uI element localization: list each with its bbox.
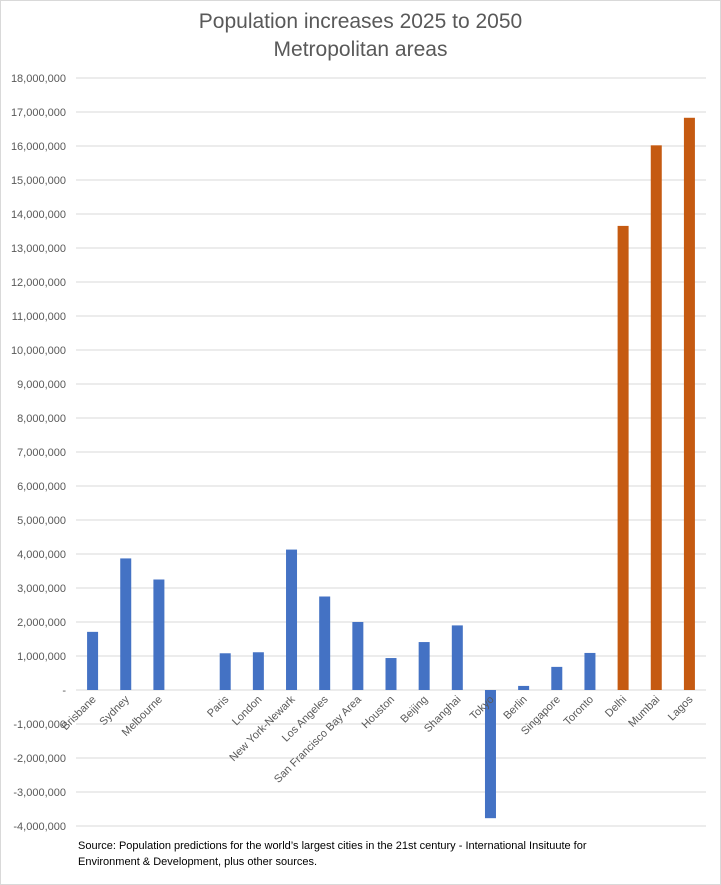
x-tick-label: Delhi bbox=[603, 694, 629, 720]
y-tick-label: 13,000,000 bbox=[11, 243, 66, 255]
bar-paris bbox=[219, 653, 231, 690]
bar-houston bbox=[385, 658, 397, 690]
bar-berlin bbox=[518, 685, 530, 690]
bar-brisbane bbox=[87, 631, 99, 690]
y-tick-label: -1,000,000 bbox=[13, 719, 66, 731]
bar-new-york-newark bbox=[286, 549, 298, 690]
x-tick-label: Brisbane bbox=[60, 694, 99, 733]
y-tick-label: 15,000,000 bbox=[11, 175, 66, 187]
y-tick-label: -3,000,000 bbox=[13, 787, 66, 799]
y-tick-label: -2,000,000 bbox=[13, 753, 66, 765]
y-tick-label: 2,000,000 bbox=[17, 617, 66, 629]
bar-melbourne bbox=[153, 579, 165, 690]
x-tick-label: Beijing bbox=[398, 694, 430, 726]
y-tick-label: 8,000,000 bbox=[17, 413, 66, 425]
x-tick-label: Shanghai bbox=[422, 694, 463, 735]
bar-toronto bbox=[584, 652, 596, 690]
y-tick-label: 1,000,000 bbox=[17, 651, 66, 663]
bar-los-angeles bbox=[319, 596, 331, 690]
bar-lagos bbox=[683, 117, 695, 690]
y-tick-label: 3,000,000 bbox=[17, 583, 66, 595]
y-tick-label: 14,000,000 bbox=[11, 209, 66, 221]
y-tick-label: 11,000,000 bbox=[12, 311, 66, 323]
y-tick-label: 7,000,000 bbox=[17, 447, 66, 459]
y-tick-label: 5,000,000 bbox=[17, 515, 66, 527]
x-tick-label: Berlin bbox=[501, 694, 529, 722]
y-tick-label: - bbox=[62, 685, 66, 697]
bar-shanghai bbox=[451, 625, 463, 690]
chart-title: Population increases 2025 to 2050 Metrop… bbox=[0, 8, 721, 64]
y-tick-label: 18,000,000 bbox=[11, 73, 66, 85]
bar-tokyo bbox=[484, 690, 496, 819]
x-tick-label: Paris bbox=[205, 693, 232, 720]
bar-delhi bbox=[617, 225, 629, 690]
x-tick-label: Houston bbox=[360, 694, 397, 731]
bar-london bbox=[252, 652, 264, 690]
y-tick-label: 12,000,000 bbox=[11, 277, 66, 289]
bar-singapore bbox=[551, 666, 563, 690]
y-tick-label: 6,000,000 bbox=[17, 481, 66, 493]
bar-sydney bbox=[120, 558, 132, 690]
bar-san-francisco-bay-area bbox=[352, 622, 364, 690]
y-tick-label: -4,000,000 bbox=[13, 821, 66, 833]
subtitle-line: Metropolitan areas bbox=[273, 38, 448, 61]
y-tick-label: 10,000,000 bbox=[11, 345, 66, 357]
bar-mumbai bbox=[650, 145, 662, 690]
source-note: Source: Population predictions for the w… bbox=[78, 840, 587, 868]
y-tick-label: 4,000,000 bbox=[17, 549, 66, 561]
title-line: Population increases 2025 to 2050 bbox=[198, 10, 523, 33]
y-tick-label: 16,000,000 bbox=[11, 141, 66, 153]
bar-beijing bbox=[418, 642, 430, 690]
y-tick-label: 17,000,000 bbox=[11, 107, 66, 119]
y-tick-label: 9,000,000 bbox=[17, 379, 66, 391]
x-tick-label: Lagos bbox=[666, 693, 696, 723]
x-tick-label: Toronto bbox=[562, 694, 596, 728]
